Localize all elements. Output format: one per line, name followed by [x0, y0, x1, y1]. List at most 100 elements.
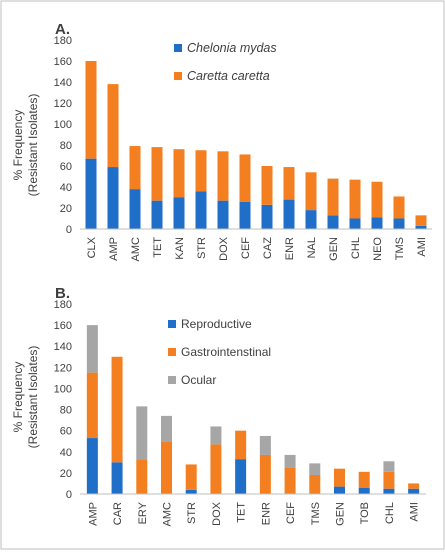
x-axis-tick-labels: CLX AMP AMC TET KAN STR DOX CEF CAZ ENR NAL GEN CHL N…: [86, 236, 428, 261]
bar-chl-reproductive: [383, 488, 395, 494]
y-tick-label: 100: [54, 119, 72, 131]
bar-amc-caretta-caretta: [129, 146, 141, 190]
bar-nal-chelonia-mydas: [305, 210, 317, 229]
legend-item: Gastrointenstinal: [168, 345, 271, 359]
bar-chl-chelonia-mydas: [349, 218, 361, 229]
bar-ery-gastrointenstinal: [136, 459, 148, 494]
legend-label: Ocular: [181, 373, 216, 387]
y-tick-label: 60: [60, 426, 72, 438]
bar-caz-chelonia-mydas: [261, 204, 273, 229]
bar-gen-gastrointenstinal: [334, 468, 345, 487]
bar-car-reproductive: [111, 462, 123, 494]
legend-item: Caretta caretta: [174, 69, 270, 83]
bar-chl-caretta-caretta: [349, 179, 361, 219]
bar-cef-ocular: [284, 454, 296, 468]
bar-dox-chelonia-mydas: [217, 200, 229, 229]
x-tick-label: ENR: [284, 237, 296, 260]
y-tick-label: 140: [54, 77, 72, 89]
bar-kan-chelonia-mydas: [173, 197, 185, 229]
bar-tet-chelonia-mydas: [151, 200, 163, 229]
legend-label: Gastrointenstinal: [181, 345, 271, 359]
x-tick-label: AMP: [87, 502, 99, 526]
bar-amp-chelonia-mydas: [107, 167, 119, 229]
x-tick-label: STR: [196, 237, 208, 259]
y-tick-label: 120: [54, 98, 72, 110]
x-tick-label: TOB: [359, 502, 371, 524]
x-tick-label: DOX: [218, 236, 230, 261]
x-tick-label: CLX: [86, 236, 98, 258]
bar-tms-ocular: [309, 463, 321, 475]
bar-tob-gastrointenstinal: [358, 471, 370, 488]
y-tick-label: 60: [60, 161, 72, 173]
legend-swatch-chelonia-mydas: [174, 44, 182, 52]
bar-clx-caretta-caretta: [85, 61, 97, 159]
y-axis-ticks: 0 20 40 60 80 100 120 140 160 180: [54, 35, 72, 236]
bar-str-gastrointenstinal: [185, 464, 197, 490]
y-axis-label-line2: (Resistant Isolates): [26, 346, 40, 449]
x-tick-label: AMC: [162, 502, 174, 527]
bar-ami-caretta-caretta: [415, 215, 427, 226]
bar-amp-reproductive: [86, 438, 98, 494]
x-tick-label: KAN: [174, 237, 186, 260]
y-tick-label: 0: [66, 224, 72, 236]
legend-label: Caretta caretta: [187, 69, 270, 83]
legend-swatch-ocular: [168, 376, 176, 384]
bar-str-caretta-caretta: [195, 150, 207, 192]
x-tick-label: NAL: [306, 237, 318, 258]
bar-str-chelonia-mydas: [195, 191, 207, 229]
bar-str-reproductive: [185, 489, 197, 494]
y-tick-label: 40: [60, 182, 72, 194]
bar-cef-gastrointenstinal: [284, 467, 296, 494]
x-tick-label: CEF: [240, 237, 252, 259]
y-tick-label: 140: [54, 341, 72, 353]
bars: [86, 325, 420, 494]
y-tick-label: 160: [54, 56, 72, 68]
bar-dox-ocular: [210, 426, 222, 445]
legend-swatch-caretta-caretta: [174, 72, 182, 80]
bar-enr-gastrointenstinal: [259, 454, 271, 494]
y-tick-label: 100: [54, 383, 72, 395]
bar-amc-gastrointenstinal: [161, 441, 172, 494]
y-tick-label: 180: [54, 35, 72, 47]
bar-tms-gastrointenstinal: [309, 475, 321, 494]
y-axis-label-line2: (Resistant Isolates): [26, 94, 40, 197]
bar-dox-gastrointenstinal: [210, 444, 222, 494]
x-tick-label: CEF: [285, 502, 297, 524]
x-axis-tick-labels: AMP CAR ERY AMC STR DOX TET ENR CEF TMS GEN TOB CHL A…: [87, 501, 420, 526]
legend-swatch-gastrointestinal: [168, 348, 176, 356]
legend-item: Reproductive: [168, 317, 252, 331]
bar-chl-ocular: [383, 461, 395, 472]
bar-caz-caretta-caretta: [261, 166, 273, 205]
legend: Reproductive Gastrointenstinal Ocular: [168, 317, 271, 387]
x-tick-label: GEN: [328, 237, 340, 261]
bar-ami-gastrointenstinal: [408, 483, 420, 489]
bar-dox-caretta-caretta: [217, 151, 229, 201]
legend-label: Reproductive: [181, 317, 252, 331]
y-axis-ticks: 0 20 40 60 80 100 120 140 160 180: [54, 299, 72, 501]
legend-swatch-reproductive: [168, 320, 176, 328]
bar-gen-chelonia-mydas: [327, 215, 339, 229]
x-tick-label: GEN: [335, 502, 347, 526]
x-tick-label: CAZ: [262, 237, 274, 259]
y-tick-label: 120: [54, 362, 72, 374]
bar-nal-caretta-caretta: [305, 172, 317, 211]
x-tick-label: AMP: [108, 237, 120, 261]
bar-tet-caretta-caretta: [151, 147, 163, 201]
legend-item: Ocular: [168, 373, 216, 387]
bar-ery-ocular: [136, 406, 148, 460]
bar-chl-gastrointenstinal: [383, 471, 395, 489]
x-tick-label: CHL: [384, 502, 396, 524]
x-tick-label: TET: [236, 502, 248, 523]
bar-car-gastrointenstinal: [111, 356, 123, 463]
bar-gen-reproductive: [334, 486, 345, 494]
bar-cef-caretta-caretta: [239, 154, 251, 202]
bar-kan-caretta-caretta: [173, 149, 185, 198]
bars: [85, 61, 427, 229]
bar-tob-reproductive: [358, 487, 370, 494]
bar-enr-ocular: [259, 435, 271, 455]
bar-amp-caretta-caretta: [107, 84, 119, 168]
bar-neo-caretta-caretta: [371, 181, 383, 218]
bar-enr-chelonia-mydas: [283, 199, 295, 229]
